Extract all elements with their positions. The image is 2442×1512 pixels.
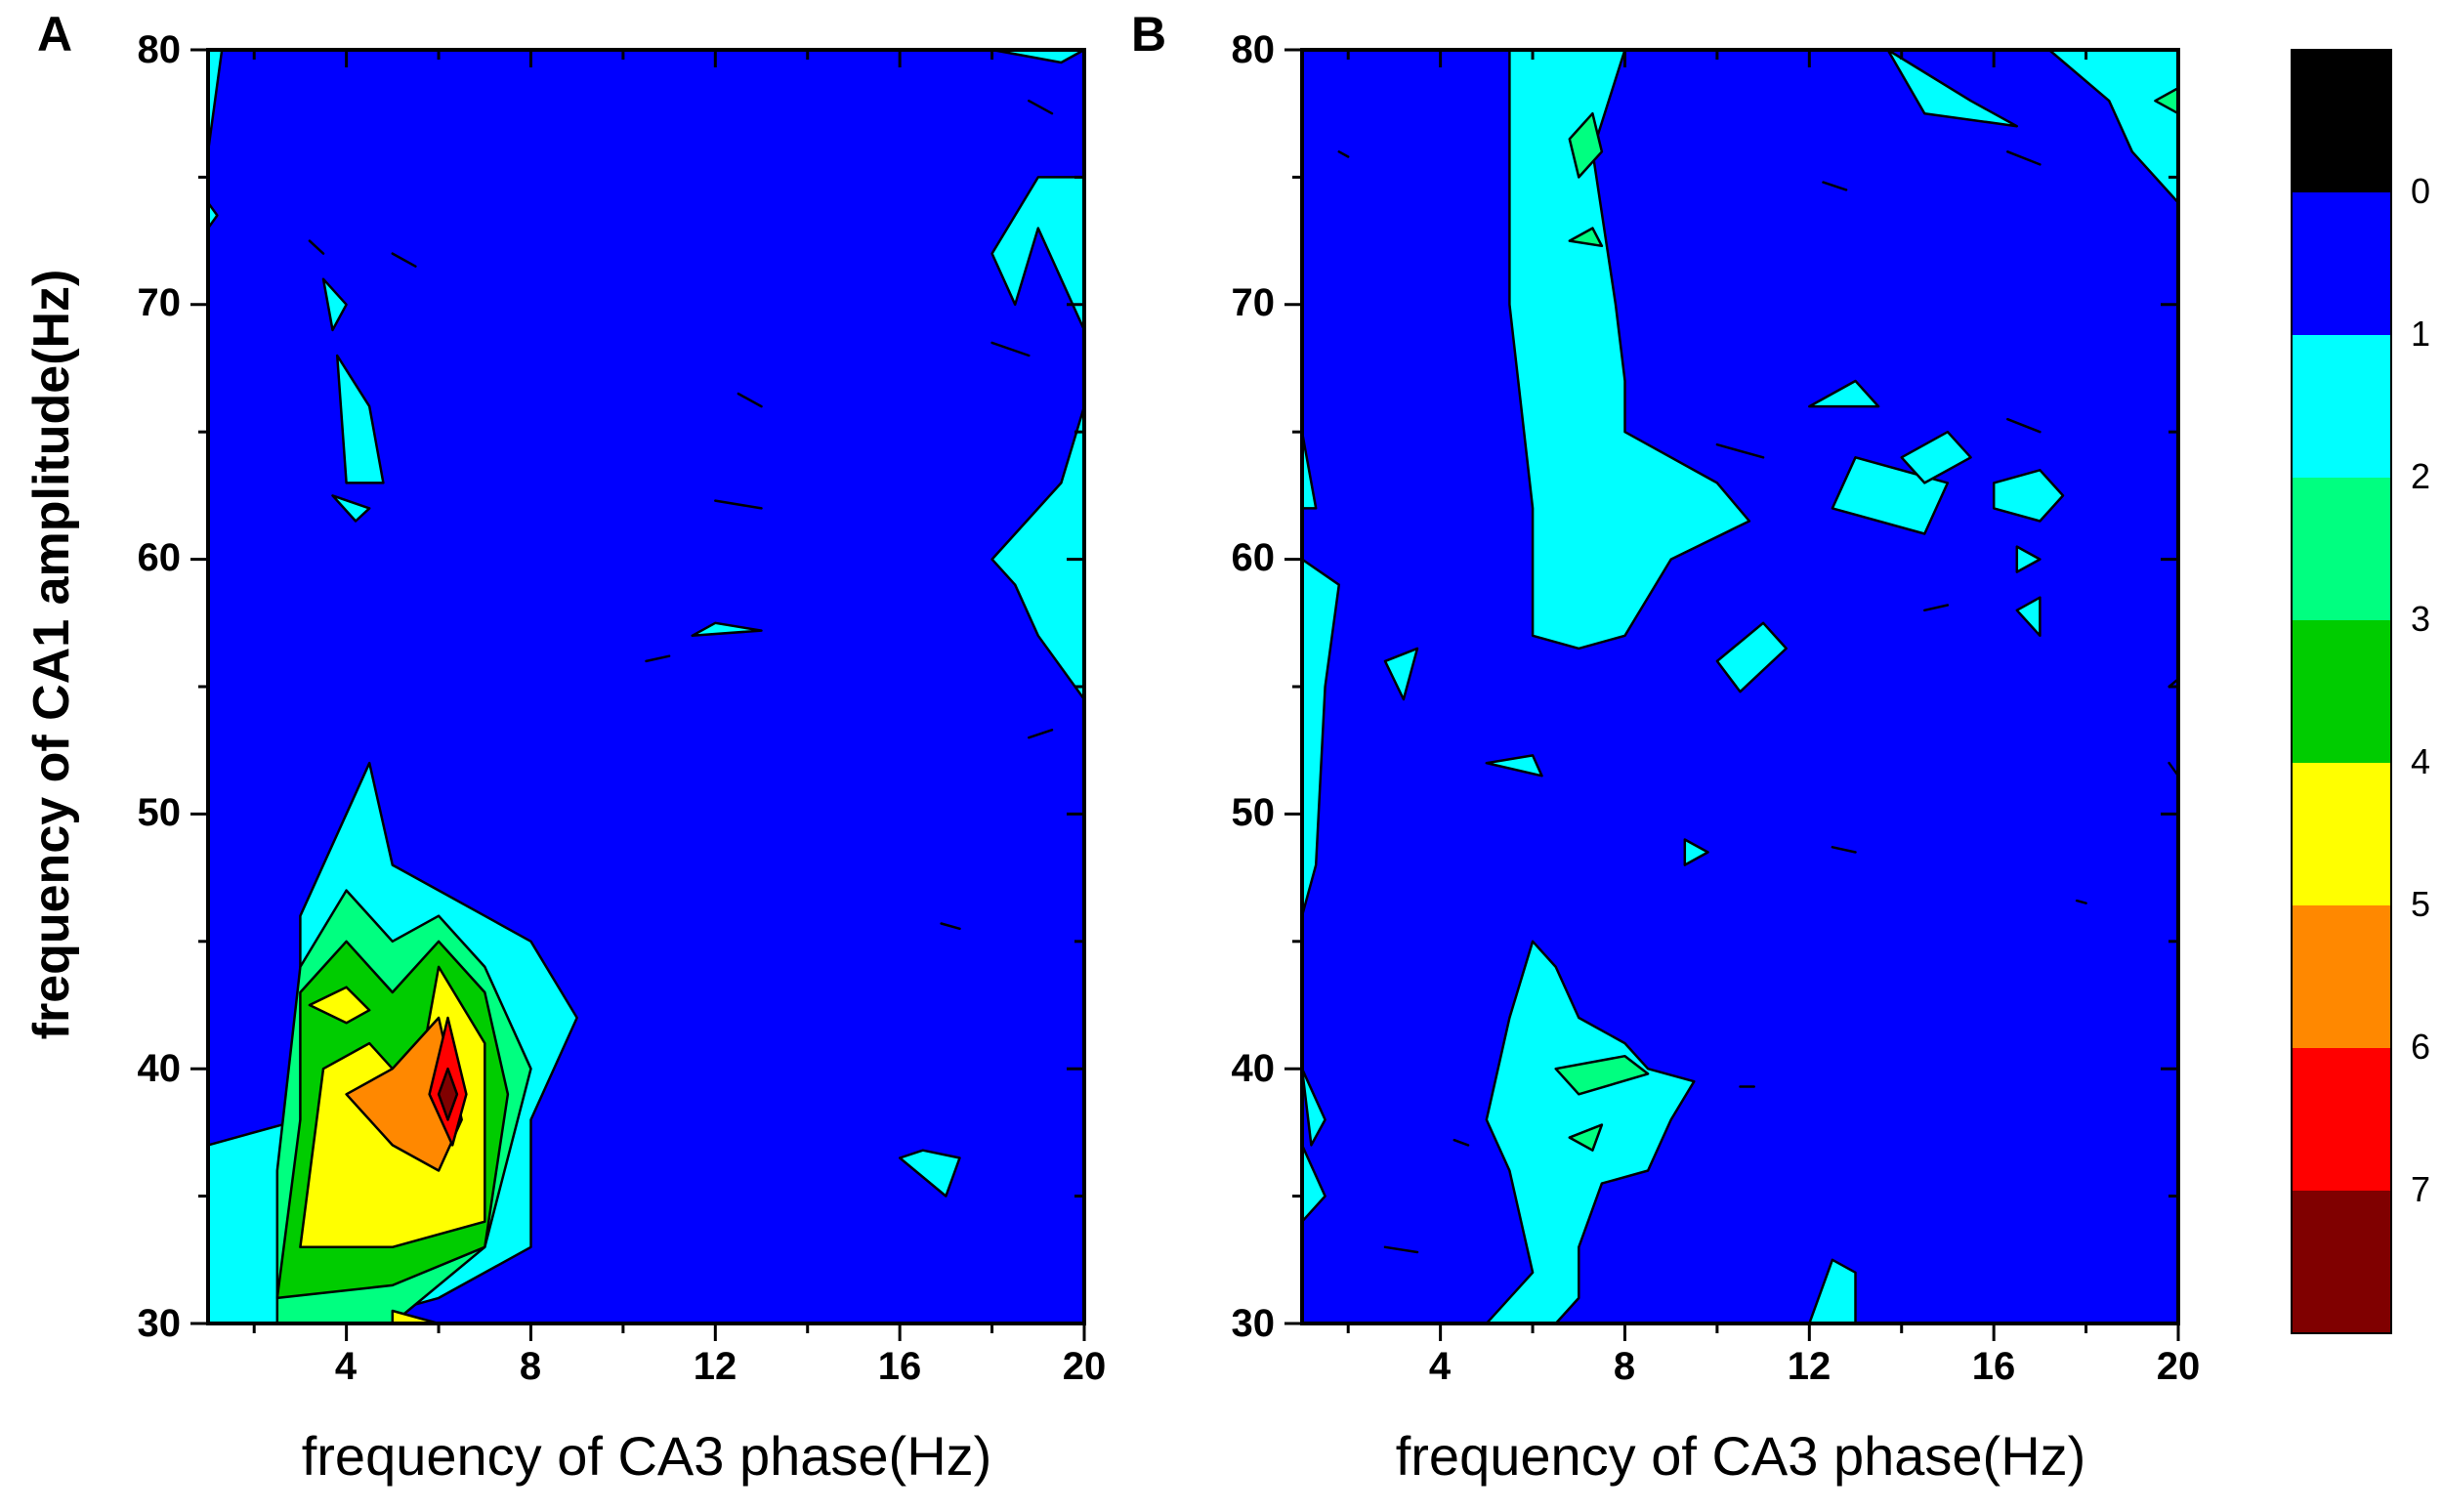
panel-b-contour-level-1 bbox=[1715, 621, 1788, 693]
colorbar-cells bbox=[2291, 49, 2392, 1334]
panel-a-contour-level-1 bbox=[335, 354, 385, 484]
panel-b-contour-level-1 bbox=[1831, 846, 1857, 854]
panel-a-contour-level-1 bbox=[391, 252, 417, 268]
panel-a-contour-level-1 bbox=[940, 922, 961, 931]
panel-a-ytick-label: 50 bbox=[138, 791, 182, 834]
panel-b-contour-level-1 bbox=[1383, 647, 1419, 701]
panel-b-contour-level-1 bbox=[1923, 604, 1950, 612]
panel-b-ytick-label: 60 bbox=[1232, 536, 1276, 579]
panel-a-ytick-label: 60 bbox=[138, 536, 182, 579]
colorbar-cell bbox=[2292, 620, 2391, 764]
panel-a-contour-level-1 bbox=[308, 239, 325, 255]
panel-b-contour-level-1 bbox=[1886, 48, 2019, 128]
panel-b-ytick-label: 30 bbox=[1232, 1302, 1276, 1345]
panel-b-xtick-label: 16 bbox=[1972, 1345, 2016, 1388]
panel-a-contour-regions bbox=[206, 48, 1086, 1325]
panel-a-contour-level-1 bbox=[990, 341, 1031, 357]
panel-a: A 30 40 50 60 70 80 4 8 12 16 20 frequen… bbox=[23, 7, 1106, 1487]
panel-a-xtick-label: 4 bbox=[335, 1345, 358, 1388]
panel-a-xtick-label: 8 bbox=[520, 1345, 541, 1388]
panel-b-ytick-label: 50 bbox=[1232, 791, 1276, 834]
panel-b-contour-level-1 bbox=[1383, 1245, 1419, 1254]
panel-b-contour-level-2 bbox=[1568, 111, 1604, 179]
panel-b-x-axis-title: frequency of CA3 phase(Hz) bbox=[1396, 1425, 2086, 1487]
panel-a-contour-level-1 bbox=[714, 499, 763, 510]
panel-b-xtick-label: 20 bbox=[2157, 1345, 2201, 1388]
panel-b-contour-level-1 bbox=[1337, 150, 1350, 158]
colorbar-cell bbox=[2292, 763, 2391, 906]
colorbar-label: 2 bbox=[2411, 456, 2430, 496]
panel-a-contour-level-1 bbox=[737, 392, 763, 408]
panel-b-contour-level-1 bbox=[1900, 430, 1972, 484]
panel-a-xtick-label: 20 bbox=[1063, 1345, 1107, 1388]
colorbar-label: 6 bbox=[2411, 1027, 2430, 1067]
panel-a-contour-level-1 bbox=[1028, 729, 1054, 739]
panel-a-contour-level-1 bbox=[898, 1149, 961, 1197]
panel-a-contour-level-1 bbox=[691, 621, 763, 638]
panel-a-x-axis-title: frequency of CA3 phase(Hz) bbox=[302, 1425, 992, 1487]
panel-b: B 30 40 50 60 70 80 4 8 12 16 20 frequen… bbox=[1131, 7, 2200, 1487]
panel-b-contour-level-2 bbox=[1568, 1123, 1604, 1152]
colorbar-label: 7 bbox=[2411, 1169, 2430, 1209]
colorbar-label: 0 bbox=[2411, 171, 2430, 211]
panel-b-contour-level-1 bbox=[1715, 442, 1765, 459]
panel-b-xtick-label: 8 bbox=[1614, 1345, 1635, 1388]
panel-b-contour-level-1 bbox=[2015, 545, 2042, 573]
colorbar-cell bbox=[2292, 50, 2391, 193]
panel-a-xtick-label: 16 bbox=[878, 1345, 922, 1388]
panel-a-ytick-label: 70 bbox=[138, 281, 182, 324]
panel-b-contour-level-1 bbox=[1808, 379, 1880, 408]
colorbar-label: 5 bbox=[2411, 884, 2430, 924]
panel-b-letter: B bbox=[1131, 7, 1166, 62]
panel-b-contour-level-1 bbox=[2075, 899, 2087, 904]
panel-a-ytick-label: 80 bbox=[138, 28, 182, 71]
colorbar-cell bbox=[2292, 335, 2391, 479]
panel-a-contour-level-7 bbox=[437, 1067, 459, 1121]
panel-a-contour-level-1 bbox=[645, 654, 671, 663]
panel-b-contour-level-1 bbox=[1453, 1138, 1470, 1147]
panel-b-ytick-label: 80 bbox=[1232, 28, 1276, 71]
panel-b-contour-level-1 bbox=[1992, 469, 2065, 523]
y-axis-title: frequency of CA1 amplitude(Hz) bbox=[23, 270, 80, 1040]
panel-b-contour-level-1 bbox=[1683, 838, 1709, 866]
panel-a-contour-level-1 bbox=[321, 277, 348, 332]
panel-b-contour-level-1 bbox=[2006, 150, 2042, 166]
panel-b-contour-regions bbox=[1300, 48, 2180, 1325]
panel-b-xtick-label: 12 bbox=[1788, 1345, 1832, 1388]
colorbar-frame bbox=[2291, 49, 2392, 1334]
panel-b-ytick-label: 40 bbox=[1232, 1047, 1276, 1090]
colorbar-label: 1 bbox=[2411, 314, 2430, 354]
colorbar-cell bbox=[2292, 905, 2391, 1049]
colorbar-cell bbox=[2292, 478, 2391, 621]
panel-b-contour-level-1 bbox=[1508, 48, 1751, 651]
colorbar: 0 1 2 3 4 5 6 7 bbox=[2291, 49, 2430, 1334]
panel-a-letter: A bbox=[37, 7, 72, 62]
panel-a-ytick-label: 30 bbox=[138, 1302, 182, 1345]
panel-b-contour-level-2 bbox=[1568, 227, 1604, 248]
panel-a-contour-level-1 bbox=[331, 494, 371, 523]
panel-a-ytick-label: 40 bbox=[138, 1047, 182, 1090]
panel-b-contour-level-1 bbox=[2006, 417, 2042, 434]
panel-a-contour-level-5 bbox=[345, 1016, 463, 1172]
panel-b-ticks bbox=[1284, 48, 2180, 1341]
colorbar-cell bbox=[2292, 1048, 2391, 1192]
panel-b-xtick-label: 4 bbox=[1429, 1345, 1452, 1388]
panel-b-ytick-label: 70 bbox=[1232, 281, 1276, 324]
panel-a-contour-level-1 bbox=[1028, 99, 1054, 115]
panel-b-contour-level-1 bbox=[2015, 596, 2042, 638]
colorbar-label: 3 bbox=[2411, 599, 2430, 639]
colorbar-label: 4 bbox=[2411, 741, 2430, 781]
colorbar-cell bbox=[2292, 1191, 2391, 1334]
panel-b-contour-level-1 bbox=[1300, 1067, 1326, 1147]
panel-b-contour-level-2 bbox=[1554, 1054, 1650, 1096]
panel-b-contour-level-1 bbox=[1485, 754, 1543, 777]
panel-a-contour-level-4 bbox=[308, 986, 371, 1025]
panel-a-ticks bbox=[190, 48, 1086, 1341]
panel-b-contour-level-1 bbox=[1822, 181, 1848, 191]
panel-a-xtick-label: 12 bbox=[694, 1345, 737, 1388]
colorbar-cell bbox=[2292, 192, 2391, 336]
